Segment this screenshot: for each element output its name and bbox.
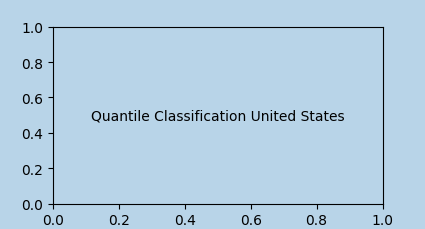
Text: Quantile Classification United States: Quantile Classification United States <box>91 109 345 123</box>
